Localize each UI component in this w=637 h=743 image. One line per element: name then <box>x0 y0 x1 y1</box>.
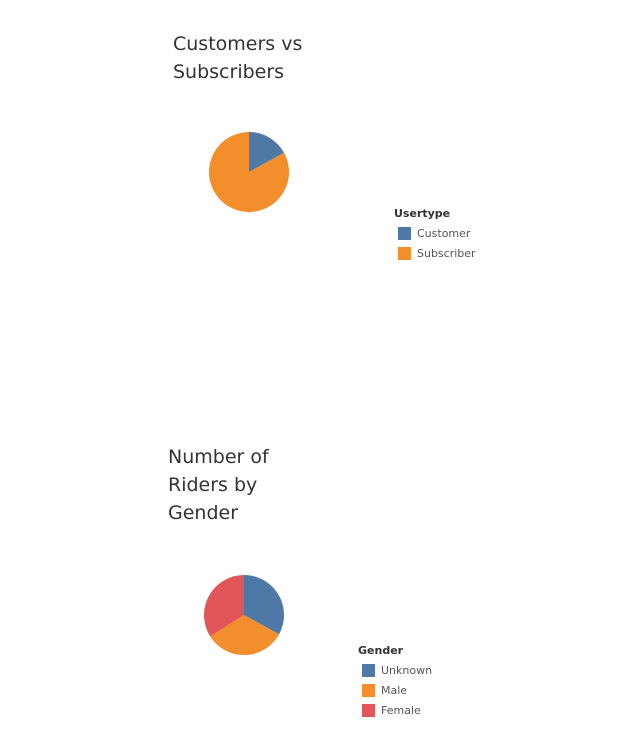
usertype-pie <box>208 132 289 212</box>
legend-swatch <box>398 246 411 260</box>
legend-label: Subscriber <box>417 246 476 260</box>
legend-swatch <box>362 703 375 717</box>
legend-title: Usertype <box>394 207 451 220</box>
legend-title: Gender <box>358 644 404 657</box>
usertype-legend: Usertype Customer Subscriber <box>394 205 476 263</box>
gender-legend: Gender Unknown Male Female <box>358 642 432 720</box>
pie-slice-subscriber[interactable] <box>208 132 289 212</box>
pie-slice-male[interactable] <box>210 615 280 655</box>
legend-label: Male <box>381 683 408 697</box>
legend-label: Customer <box>417 226 471 240</box>
legend-item-customer[interactable]: Customer <box>394 223 476 243</box>
legend-swatch <box>398 226 411 240</box>
chart-title: Customers vs Subscribers <box>173 33 303 83</box>
legend-label: Female <box>381 703 421 717</box>
legend-item-unknown[interactable]: Unknown <box>358 660 432 680</box>
legend-swatch <box>362 663 375 677</box>
legend-item-female[interactable]: Female <box>358 700 432 720</box>
gender-pie <box>204 575 284 655</box>
pie-slice-unknown[interactable] <box>244 575 284 635</box>
legend-item-subscriber[interactable]: Subscriber <box>394 243 476 263</box>
legend-swatch <box>362 683 375 697</box>
legend-item-male[interactable]: Male <box>358 680 432 700</box>
legend-label: Unknown <box>381 663 433 677</box>
pie-slice-female[interactable] <box>204 575 244 637</box>
chart-title: Number of Riders by Gender <box>168 446 269 524</box>
pie-slice-customer[interactable] <box>249 132 285 172</box>
